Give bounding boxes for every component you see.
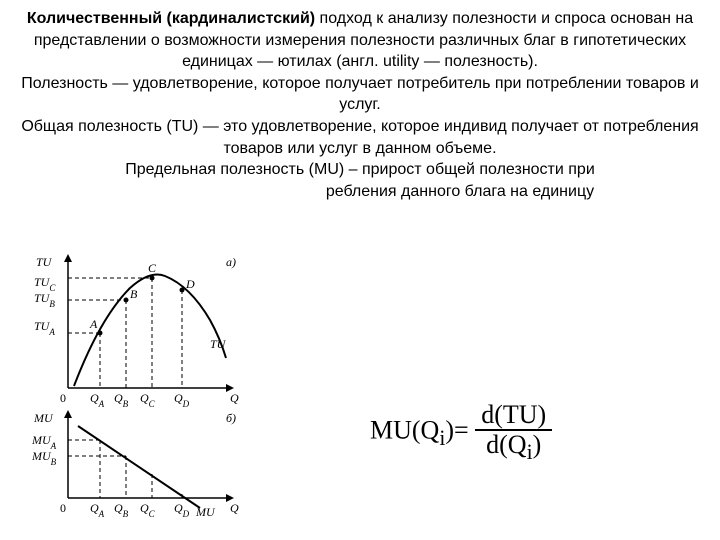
body-text: Количественный (кардиналистский) подход … bbox=[0, 0, 720, 202]
svg-text:QA: QA bbox=[90, 391, 105, 408]
tu-chart: TU Q 0 а) TUC TUB TUA QA QB QC QD TU A bbox=[30, 248, 250, 408]
svg-text:QD: QD bbox=[174, 501, 190, 518]
para-utility: Полезность — удовлетворение, которое пол… bbox=[21, 75, 699, 114]
svg-text:QA: QA bbox=[90, 501, 105, 518]
svg-text:Q: Q bbox=[230, 391, 239, 405]
svg-text:MU: MU bbox=[33, 411, 54, 425]
formula-rparen-eq: )= bbox=[445, 416, 468, 445]
svg-text:TU: TU bbox=[36, 255, 53, 269]
svg-text:QD: QD bbox=[174, 391, 190, 408]
svg-text:D: D bbox=[185, 277, 195, 291]
slide: Количественный (кардиналистский) подход … bbox=[0, 0, 720, 540]
svg-text:Q: Q bbox=[230, 501, 239, 515]
svg-text:C: C bbox=[148, 261, 157, 275]
formula-lhs: MU(Q bbox=[370, 416, 439, 445]
svg-text:TU: TU bbox=[210, 337, 227, 351]
mu-chart: MU Q 0 б) MUA MUB QA QB QC QD MU bbox=[30, 408, 250, 518]
formula-fraction: d(TU) d(Qi) bbox=[475, 400, 552, 465]
svg-text:B: B bbox=[130, 287, 138, 301]
svg-text:MUB: MUB bbox=[31, 449, 57, 467]
svg-text:TUB: TUB bbox=[34, 291, 55, 309]
formula-denominator: d(Qi) bbox=[480, 430, 547, 459]
svg-text:TUA: TUA bbox=[34, 319, 55, 337]
para-tu: Общая полезность (TU) — это удовлетворен… bbox=[21, 118, 698, 157]
title-bold: Количественный (кардиналистский) bbox=[27, 10, 315, 27]
svg-text:QB: QB bbox=[114, 391, 129, 408]
mu-formula: MU(Qi)= d(TU) d(Qi) bbox=[370, 400, 552, 465]
svg-text:0: 0 bbox=[60, 391, 66, 405]
svg-text:а): а) bbox=[226, 255, 236, 269]
para-mu: Предельная полезность (MU) – прирост общ… bbox=[125, 161, 595, 178]
svg-text:QC: QC bbox=[140, 501, 156, 518]
svg-text:MU: MU bbox=[195, 505, 216, 518]
charts-container: TU Q 0 а) TUC TUB TUA QA QB QC QD TU A bbox=[30, 248, 250, 518]
svg-text:0: 0 bbox=[60, 501, 66, 515]
svg-text:QB: QB bbox=[114, 501, 129, 518]
formula-numerator: d(TU) bbox=[475, 400, 552, 431]
svg-text:A: A bbox=[89, 317, 98, 331]
svg-text:б): б) bbox=[226, 411, 236, 425]
para-fragment: ребления данного блага на единицу bbox=[126, 181, 594, 203]
svg-text:QC: QC bbox=[140, 391, 156, 408]
